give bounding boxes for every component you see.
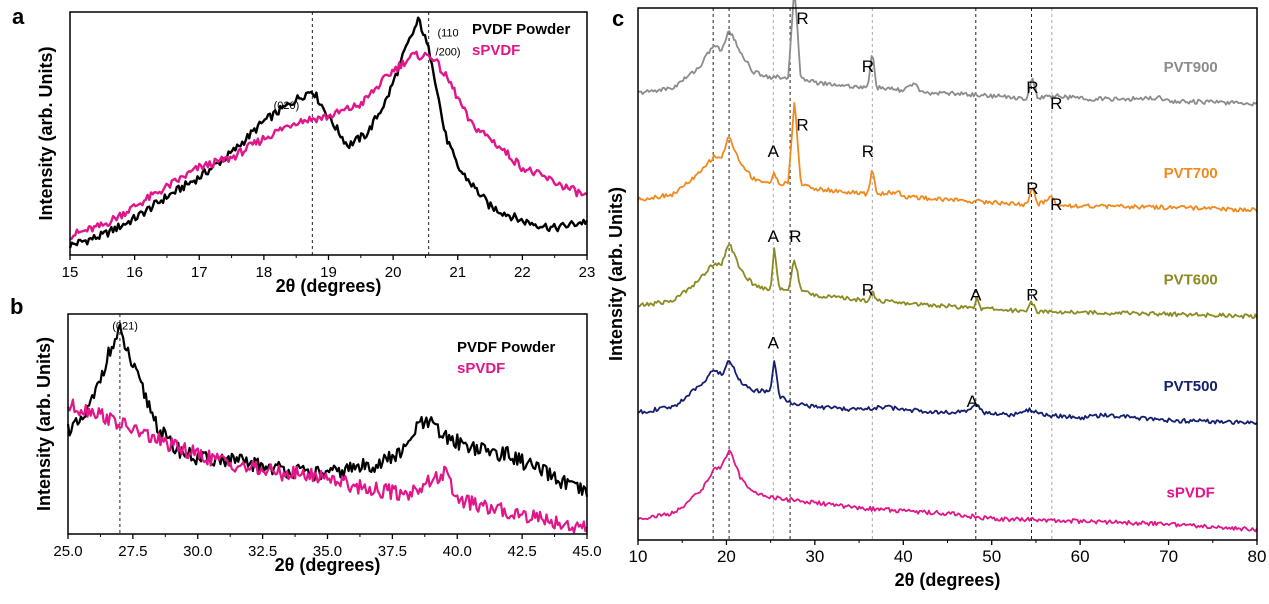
x-tick-label: 60: [1071, 547, 1090, 566]
x-tick-label: 32.5: [248, 543, 277, 560]
x-tick-label: 17: [191, 264, 208, 281]
x-axis-label: 2θ (degrees): [275, 555, 381, 575]
peak-label: A: [970, 286, 982, 305]
series-label: PVT900: [1164, 59, 1218, 76]
x-tick-label: 20: [385, 264, 402, 281]
series-line-spvdf: [637, 449, 1258, 533]
series-label: PVT600: [1164, 272, 1218, 289]
series-line-pvt600: [637, 243, 1258, 320]
peak-label: R: [789, 227, 801, 246]
x-tick-label: 50: [982, 547, 1001, 566]
peak-label: R: [862, 142, 874, 161]
series-line-spvdf: [66, 398, 589, 534]
x-tick-label: 18: [256, 264, 273, 281]
series-label: PVT500: [1164, 378, 1218, 395]
x-tick-label: 10: [629, 547, 648, 566]
x-tick-label: 20: [717, 547, 736, 566]
peak-label: R: [1050, 94, 1062, 113]
series-line-pvt500: [637, 360, 1258, 425]
peak-label: A: [768, 333, 780, 352]
peak-label: R: [1026, 179, 1038, 198]
legend-entry: PVDF Powder: [457, 339, 556, 356]
peak-label: A: [768, 227, 780, 246]
peak-annotation: (110: [437, 27, 458, 39]
series-line-pvdf-powder: [66, 323, 589, 497]
peak-label: A: [967, 392, 979, 411]
x-tick-label: 42.5: [508, 543, 537, 560]
legend-entry: PVDF Powder: [472, 21, 571, 38]
x-tick-label: 40.0: [443, 543, 472, 560]
x-tick-label: 30.0: [183, 543, 212, 560]
x-tick-label: 22: [514, 264, 531, 281]
x-tick-label: 25.0: [53, 543, 82, 560]
x-axis-label: 2θ (degrees): [895, 570, 1001, 590]
peak-label: R: [1026, 78, 1038, 97]
peak-label: R: [796, 9, 808, 28]
panel-label: b: [10, 294, 23, 319]
y-axis-label: Intensity (arb. Units): [606, 187, 626, 361]
peak-label: R: [862, 57, 874, 76]
legend-entry: sPVDF: [457, 360, 505, 377]
peak-label: R: [796, 115, 808, 134]
x-tick-label: 16: [126, 264, 143, 281]
peak-annotation: (020): [274, 100, 300, 112]
series-label: PVT700: [1164, 165, 1218, 182]
peak-label: R: [1026, 286, 1038, 305]
chart-panel-a: a 15 16 17 18 19 20 21 22 23 2θ (degrees) Intensity…: [12, 4, 595, 296]
y-axis-label: Intensity (arb. Units): [36, 46, 56, 220]
x-tick-label: 45.0: [572, 543, 601, 560]
x-tick-label: 23: [579, 264, 596, 281]
x-tick-label: 37.5: [378, 543, 407, 560]
x-tick-label: 27.5: [118, 543, 147, 560]
peak-label: A: [768, 142, 780, 161]
peak-annotation: /200): [436, 47, 461, 59]
x-tick-label: 40: [894, 547, 913, 566]
y-axis-label: Intensity (arb. Units): [34, 337, 54, 511]
peak-label: R: [1050, 195, 1062, 214]
peak-label: R: [862, 280, 874, 299]
chart-panel-c: c 10 20 30 40 50 60 70 80 2θ (degrees) Intensity (…: [606, 0, 1266, 590]
series-line-pvt900: [637, 0, 1258, 107]
x-tick-label: 70: [1159, 547, 1178, 566]
chart-panel-b: b 25.0 27.5 30.0 32.5 35.0 37.5 40.0 42.5 45.0 2θ …: [10, 294, 602, 575]
series-label: sPVDF: [1166, 484, 1214, 501]
panel-label: a: [12, 4, 25, 29]
panel-label: c: [612, 6, 624, 31]
x-axis-label: 2θ (degrees): [276, 276, 382, 296]
x-tick-label: 19: [320, 264, 337, 281]
x-tick-label: 15: [62, 264, 79, 281]
x-tick-label: 21: [449, 264, 466, 281]
series-line-pvt700: [637, 102, 1258, 213]
legend-entry: sPVDF: [472, 42, 520, 59]
series-line-spvdf: [69, 50, 588, 241]
x-tick-label: 35.0: [313, 543, 342, 560]
peak-annotation: (021): [112, 320, 138, 332]
x-tick-label: 30: [805, 547, 824, 566]
x-tick-label: 80: [1248, 547, 1267, 566]
